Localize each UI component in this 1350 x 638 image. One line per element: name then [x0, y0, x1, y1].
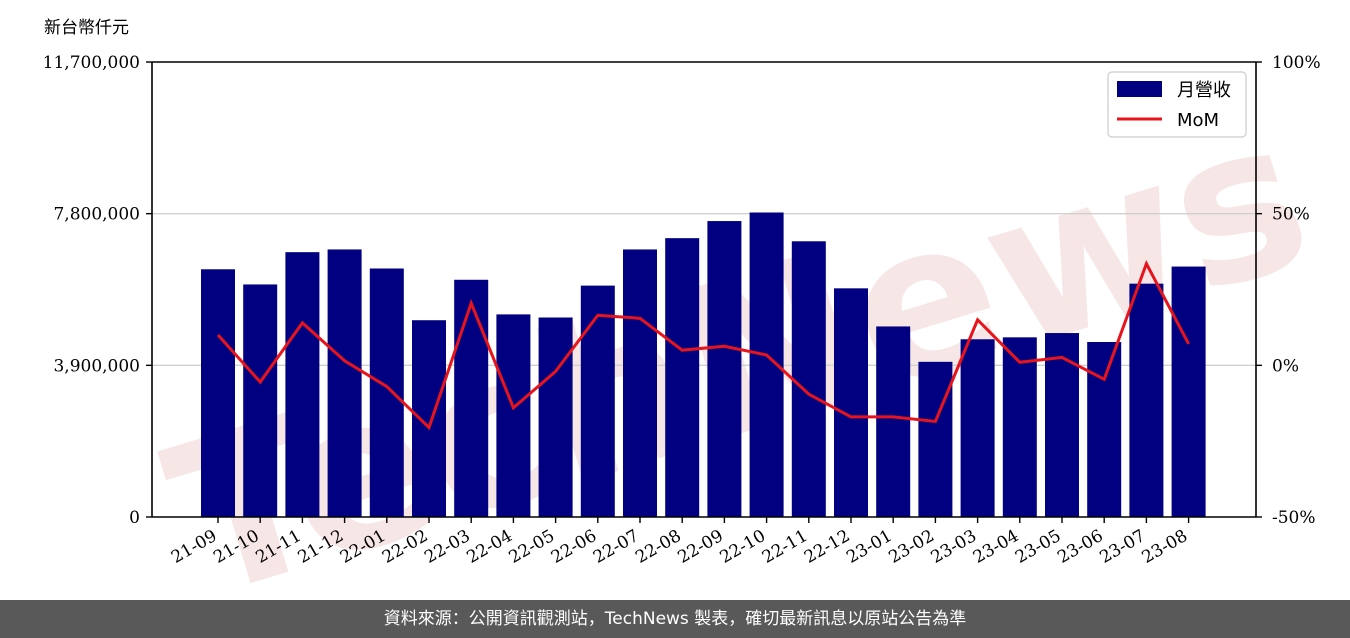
bar	[1129, 283, 1164, 517]
y-right-tick-label: 0%	[1272, 356, 1299, 376]
x-tick-label: 23-03	[928, 526, 980, 568]
bar	[791, 241, 826, 517]
bar	[1087, 342, 1122, 517]
bar	[918, 361, 953, 517]
y-left-tick-label: 11,700,000	[43, 53, 140, 73]
x-tick-label: 22-08	[632, 526, 684, 568]
bar-series	[201, 212, 1206, 518]
mom-series	[216, 260, 1190, 431]
x-tick-label: 22-10	[717, 526, 769, 568]
y-right-tick-label: -50%	[1272, 508, 1316, 528]
bar	[1002, 337, 1037, 517]
legend-label-revenue: 月營收	[1177, 80, 1231, 101]
bar	[665, 238, 700, 517]
revenue-chart: TechNews 03,900,0007,800,00011,700,000-5…	[43, 18, 1334, 600]
bar	[412, 320, 446, 517]
bar	[496, 314, 531, 517]
bar	[1045, 333, 1079, 517]
bar	[707, 221, 742, 518]
bar	[960, 339, 995, 517]
bar	[454, 279, 489, 517]
bar	[201, 269, 235, 517]
x-tick-label: 23-01	[843, 526, 895, 568]
legend-label-mom: MoM	[1177, 110, 1219, 131]
y-right-tick-label: 50%	[1272, 205, 1310, 225]
bar	[876, 326, 911, 517]
bar	[243, 284, 278, 517]
legend: 月營收 MoM	[1107, 71, 1247, 138]
bar	[285, 252, 320, 517]
x-tick-label: 22-07	[590, 526, 642, 568]
x-tick-label: 23-05	[1012, 526, 1064, 568]
x-tick-label: 22-09	[674, 526, 726, 568]
bar	[369, 268, 404, 517]
bar	[623, 249, 657, 517]
y-left-tick-label: 7,800,000	[53, 205, 140, 225]
x-tick-label: 23-07	[1096, 526, 1148, 568]
x-tick-label: 22-11	[759, 526, 811, 568]
source-footer: 資料來源：公開資訊觀測站，TechNews 製表，確切最新訊息以原站公告為準	[0, 600, 1350, 638]
x-tick-label: 22-12	[801, 526, 853, 568]
bar	[538, 317, 573, 517]
x-tick-label: 23-02	[885, 526, 937, 568]
bar	[327, 249, 362, 517]
mom-line	[216, 260, 1190, 431]
x-tick-label: 23-08	[1139, 526, 1191, 568]
y-right-tick-label: 100%	[1272, 53, 1321, 73]
y-axis-unit-label: 新台幣仟元	[44, 18, 129, 38]
bar	[580, 285, 615, 517]
y-left-tick-label: 0	[129, 508, 140, 528]
legend-bar-swatch	[1117, 81, 1162, 97]
bar	[834, 288, 868, 517]
bar	[1171, 266, 1206, 517]
x-tick-label: 23-04	[970, 526, 1022, 568]
y-left-tick-label: 3,900,000	[53, 356, 140, 376]
x-tick-label: 23-06	[1054, 526, 1106, 568]
